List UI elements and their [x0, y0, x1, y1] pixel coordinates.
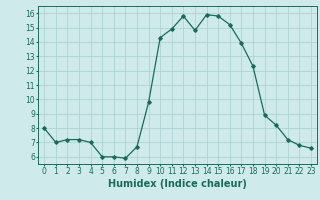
X-axis label: Humidex (Indice chaleur): Humidex (Indice chaleur) [108, 179, 247, 189]
